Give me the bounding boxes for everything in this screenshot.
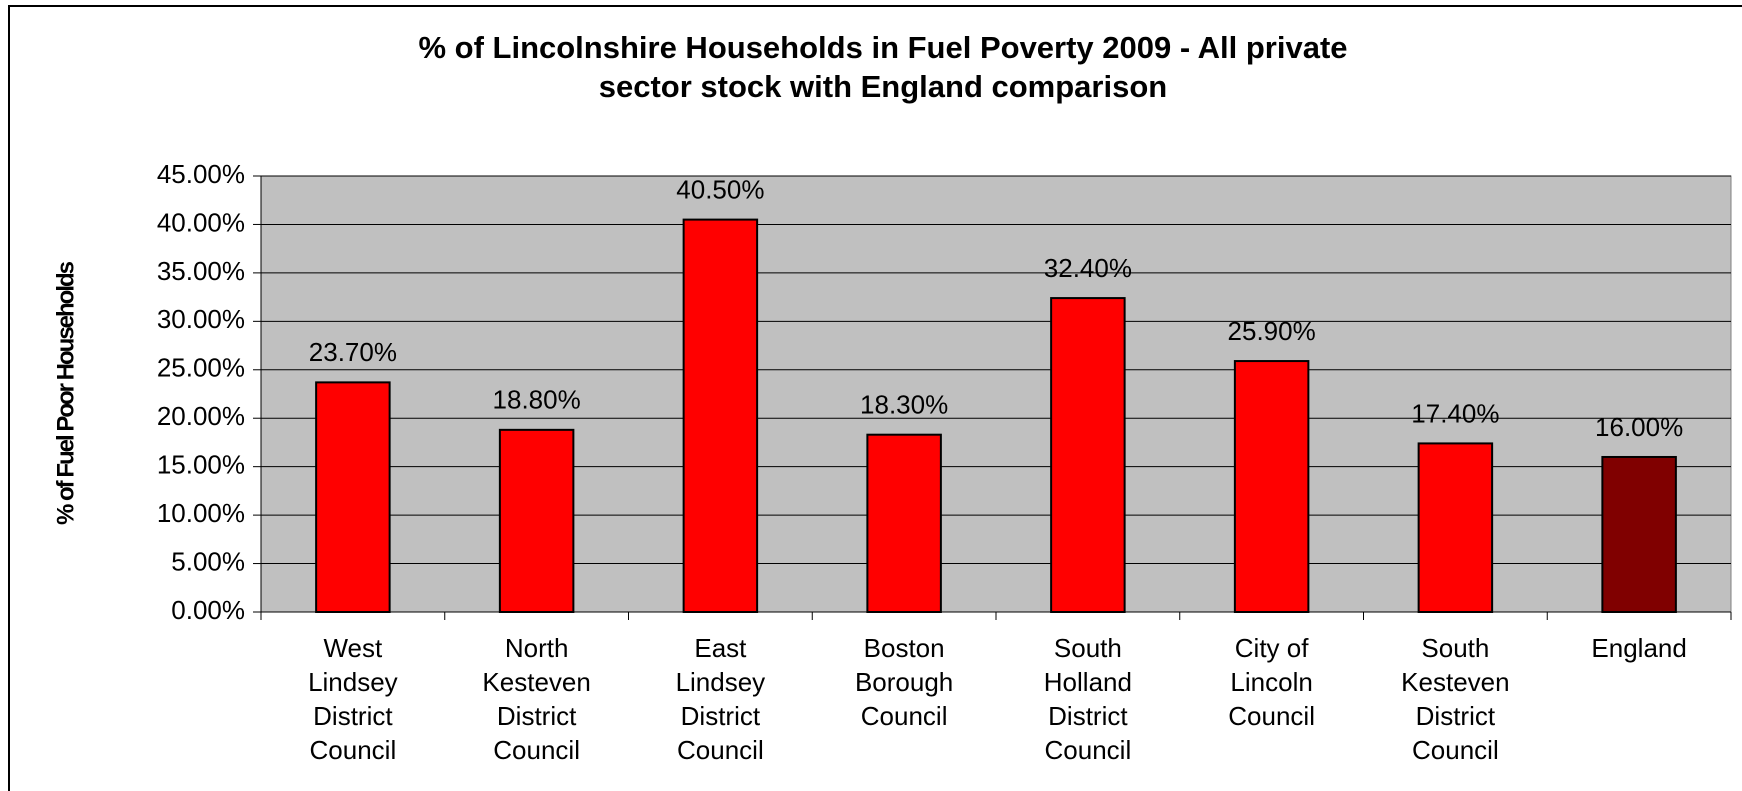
x-tick-label: England [1591,633,1686,663]
data-label: 40.50% [676,174,764,204]
y-tick-label: 15.00% [157,450,245,480]
y-tick-label: 35.00% [157,256,245,286]
data-label: 18.30% [860,390,948,420]
y-tick-label: 40.00% [157,207,245,237]
data-label: 25.90% [1228,316,1316,346]
bar [1601,455,1677,613]
plot-area [260,175,1732,613]
y-tick-label: 10.00% [157,498,245,528]
bar [1233,360,1310,613]
x-tick-label: Kesteven [482,667,590,697]
x-tick-label: Council [493,735,580,765]
chart-title: sector stock with England comparison [599,69,1167,104]
x-tick-label: Council [310,735,397,765]
x-tick-label: Council [1412,735,1499,765]
x-tick-label: City of [1235,633,1309,663]
x-tick-label: Lindsey [308,667,398,697]
bar [866,433,942,613]
x-tick-label: East [694,633,747,663]
x-tick-label: District [1416,701,1496,731]
y-tick-label: 5.00% [171,546,245,576]
bar [498,428,575,613]
x-tick-label: West [323,633,383,663]
x-tick-label: North [505,633,569,663]
x-tick-label: Council [1045,735,1132,765]
x-tick-label: Borough [855,667,953,697]
x-tick-label: Holland [1044,667,1132,697]
data-label: 18.80% [493,385,581,415]
y-tick-label: 20.00% [157,401,245,431]
bar [1417,442,1494,613]
y-tick-label: 0.00% [171,595,245,625]
chart-title: % of Lincolnshire Households in Fuel Pov… [418,30,1347,65]
bar [315,381,391,613]
x-tick-label: District [681,701,761,731]
data-label: 32.40% [1044,253,1132,283]
x-tick-label: Lindsey [676,667,766,697]
data-label: 23.70% [309,337,397,367]
x-tick-label: Kesteven [1401,667,1509,697]
x-tick-label: Council [1228,701,1315,731]
x-tick-label: Lincoln [1230,667,1312,697]
x-tick-label: District [313,701,393,731]
data-label: 16.00% [1595,412,1683,442]
x-tick-label: Council [861,701,948,731]
y-tick-label: 45.00% [157,159,245,189]
y-tick-label: 30.00% [157,304,245,334]
data-label: 17.40% [1411,398,1499,428]
bar [682,218,759,613]
x-tick-label: Council [677,735,764,765]
x-tick-label: South [1054,633,1122,663]
x-tick-label: Boston [864,633,945,663]
x-tick-label: District [1048,701,1128,731]
x-tick-label: South [1421,633,1489,663]
x-tick-label: District [497,701,577,731]
bar [1050,297,1126,613]
y-tick-label: 25.00% [157,353,245,383]
y-axis-label: % of Fuel Poor Households [52,261,79,525]
